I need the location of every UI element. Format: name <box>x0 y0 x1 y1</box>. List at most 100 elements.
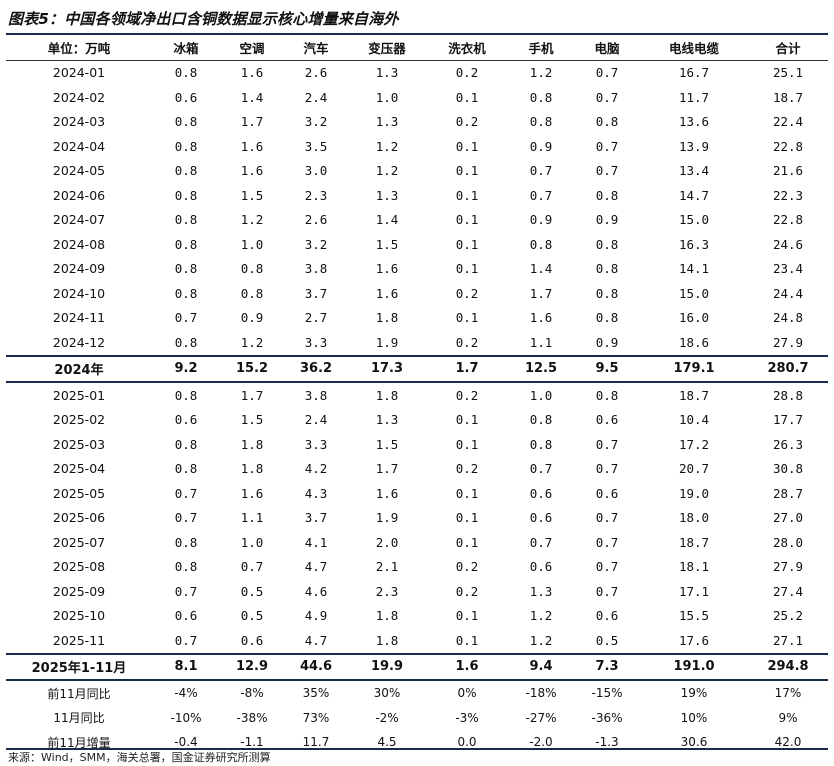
table-cell: 28.8 <box>772 387 804 403</box>
table-cell: 4.5 <box>377 735 397 750</box>
table-cell: 0.8 <box>240 261 264 277</box>
table-cell: 0.8 <box>595 285 619 301</box>
table-cell: 30.6 <box>680 735 708 750</box>
table-cell: 0.7 <box>595 461 619 477</box>
table-cell: 17% <box>774 686 802 701</box>
row-label: 11月同比 <box>53 711 105 726</box>
table-cell: 0.2 <box>455 387 479 403</box>
table-cell: 12.5 <box>508 354 574 383</box>
table-cell: 27.4 <box>772 583 804 599</box>
data-table: 单位：万吨 冰箱 空调 汽车 变压器 洗衣机 手机 电脑 电线电缆 合计 2024-01 0.8 1.… <box>6 35 828 755</box>
table-cell: 4.1 <box>304 534 328 550</box>
table-cell: 1.3 <box>375 187 399 203</box>
table-cell: 1.2 <box>529 632 553 648</box>
total-row: 2024年 9.2 15.2 36.2 17.3 1.7 12.5 9.5 179.1 280.7 <box>6 354 828 383</box>
table-cell: 15.2 <box>220 354 284 383</box>
table-cell: 30.8 <box>772 461 804 477</box>
table-row: 2025-05 0.7 1.6 4.3 1.6 0.1 0.6 0.6 19.0 28.7 <box>6 481 828 506</box>
table-cell: 18.0 <box>678 510 710 526</box>
table-row: 2024-06 0.8 1.5 2.3 1.3 0.1 0.7 0.8 14.7 22.3 <box>6 183 828 208</box>
table-cell: 0.2 <box>455 334 479 350</box>
table-cell: 1.2 <box>240 334 264 350</box>
table-cell: 19% <box>680 686 708 701</box>
table-cell: 18.7 <box>772 89 804 105</box>
table-cell: 1.5 <box>375 236 399 252</box>
table-cell: -36% <box>591 710 623 725</box>
table-cell: 1.2 <box>375 163 399 179</box>
table-cell: 9.4 <box>508 652 574 681</box>
table-row: 2025-02 0.6 1.5 2.4 1.3 0.1 0.8 0.6 10.4 17.7 <box>6 408 828 433</box>
table-cell: 0.8 <box>174 114 198 130</box>
table-cell: 20.7 <box>678 461 710 477</box>
header-column: 电脑 <box>574 35 640 61</box>
table-cell: 3.0 <box>304 163 328 179</box>
table-cell: 16.7 <box>678 65 710 81</box>
table-cell: 0.7 <box>174 510 198 526</box>
table-cell: 0.8 <box>529 436 553 452</box>
table-cell: 191.0 <box>640 652 748 681</box>
table-cell: 1.6 <box>529 310 553 326</box>
table-cell: 35% <box>302 686 330 701</box>
table-cell: 21.6 <box>772 163 804 179</box>
table-cell: 0.8 <box>174 334 198 350</box>
header-column: 洗衣机 <box>426 35 508 61</box>
row-label: 2024-02 <box>52 89 106 105</box>
table-cell: 0% <box>457 686 477 701</box>
table-cell: 1.1 <box>529 334 553 350</box>
table-cell: 1.3 <box>529 583 553 599</box>
table-row: 2024-04 0.8 1.6 3.5 1.2 0.1 0.9 0.7 13.9 22.8 <box>6 134 828 159</box>
table-cell: 0.8 <box>529 89 553 105</box>
table-cell: 28.0 <box>772 534 804 550</box>
table-row: 2024-01 0.8 1.6 2.6 1.3 0.2 1.2 0.7 16.7 25.1 <box>6 60 828 85</box>
table-cell: 0.7 <box>595 163 619 179</box>
table-cell: 2.6 <box>304 212 328 228</box>
table-cell: 2.7 <box>304 310 328 326</box>
table-cell: 0.8 <box>529 236 553 252</box>
table-cell: 3.5 <box>304 138 328 154</box>
table-cell: 1.6 <box>375 485 399 501</box>
table-cell: 1.7 <box>529 285 553 301</box>
table-cell: 7.3 <box>574 652 640 681</box>
table-cell: 1.8 <box>375 310 399 326</box>
table-cell: -10% <box>170 710 202 725</box>
table-cell: 22.4 <box>772 114 804 130</box>
table-cell: 1.5 <box>240 187 264 203</box>
table-cell: 13.4 <box>678 163 710 179</box>
table-row: 2024-03 0.8 1.7 3.2 1.3 0.2 0.8 0.8 13.6 22.4 <box>6 110 828 135</box>
table-cell: 0.7 <box>529 461 553 477</box>
summary-row: 11月同比 -10% -38% 73% -2% -3% -27% -36% 10% 9% <box>6 706 828 731</box>
table-cell: 0.8 <box>174 65 198 81</box>
table-cell: 0.7 <box>529 163 553 179</box>
table-cell: 4.7 <box>304 559 328 575</box>
table-cell: 42.0 <box>774 735 802 750</box>
table-cell: 0.1 <box>455 310 479 326</box>
row-label: 2024-07 <box>52 212 106 228</box>
table-row: 2024-12 0.8 1.2 3.3 1.9 0.2 1.1 0.9 18.6 27.9 <box>6 330 828 356</box>
table-cell: 4.2 <box>304 461 328 477</box>
table-cell: 24.4 <box>772 285 804 301</box>
table-cell: 18.7 <box>678 387 710 403</box>
table-cell: 3.2 <box>304 114 328 130</box>
table-cell: 1.7 <box>240 387 264 403</box>
table-cell: 0.1 <box>455 138 479 154</box>
table-row: 2025-09 0.7 0.5 4.6 2.3 0.2 1.3 0.7 17.1 27.4 <box>6 579 828 604</box>
table-cell: 28.7 <box>772 485 804 501</box>
table-cell: 1.6 <box>240 163 264 179</box>
table-cell: 10% <box>680 710 708 725</box>
table-cell: 1.2 <box>375 138 399 154</box>
table-row: 2024-05 0.8 1.6 3.0 1.2 0.1 0.7 0.7 13.4 21.6 <box>6 159 828 184</box>
table-cell: 25.2 <box>772 608 804 624</box>
table-cell: 1.8 <box>240 436 264 452</box>
table-row: 2024-10 0.8 0.8 3.7 1.6 0.2 1.7 0.8 15.0 24.4 <box>6 281 828 306</box>
header-row: 单位：万吨 冰箱 空调 汽车 变压器 洗衣机 手机 电脑 电线电缆 合计 <box>6 35 828 61</box>
header-column: 合计 <box>748 35 828 61</box>
row-label: 2025-01 <box>52 387 106 403</box>
table-cell: 1.6 <box>375 261 399 277</box>
summary-row: 前11月增量 -0.4 -1.1 11.7 4.5 0.0 -2.0 -1.3 30.6 42.0 <box>6 730 828 755</box>
table-cell: 17.3 <box>348 354 426 383</box>
table-cell: 0.6 <box>174 608 198 624</box>
table-cell: 3.8 <box>304 261 328 277</box>
table-cell: 1.8 <box>375 632 399 648</box>
table-cell: 1.7 <box>375 461 399 477</box>
table-cell: 0.6 <box>529 510 553 526</box>
